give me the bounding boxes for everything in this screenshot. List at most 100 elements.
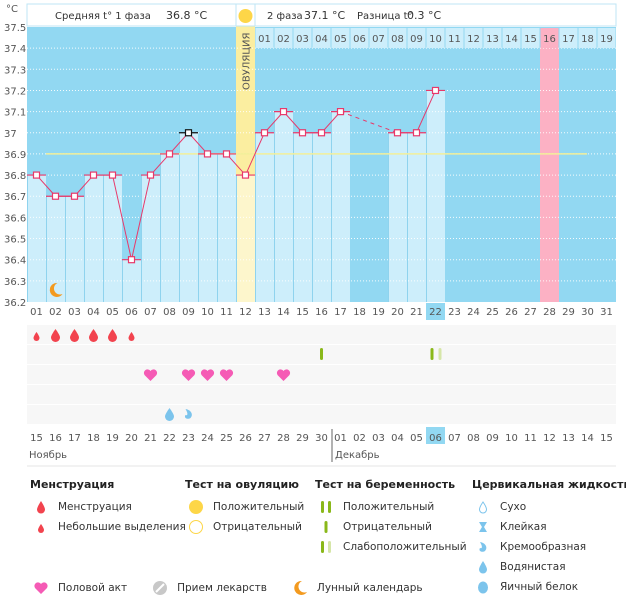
legend-label: Отрицательный: [213, 521, 302, 533]
legend-item: Отрицательный: [315, 517, 467, 537]
temp-line: [416, 90, 436, 133]
diff-label: Разница t°: [357, 11, 413, 22]
phase2-day-cell: [578, 28, 597, 48]
cycle-day-label: 19: [372, 307, 385, 318]
cycle-day-label: 21: [410, 307, 423, 318]
temp-point: [108, 171, 117, 179]
date-label: 10: [505, 433, 518, 444]
cycle-day-label: 25: [486, 307, 499, 318]
temp-point: [317, 129, 326, 137]
legend-item: Положительный: [185, 497, 304, 517]
legend-menstruation: Менструация Менструация Небольшие выделе…: [30, 478, 186, 537]
phase2-day-label: 16: [543, 34, 556, 45]
moon-icon: [289, 580, 311, 596]
phase2-label: 2 фаза: [267, 11, 303, 22]
cycle-day-label: 13: [258, 307, 271, 318]
legend-label: Положительный: [343, 501, 435, 513]
cycle-day-label: 03: [68, 307, 81, 318]
legend-ovulation-test: Тест на овуляцию Положительный Отрицател…: [185, 478, 304, 537]
phase2-day-label: 08: [391, 34, 404, 45]
heart-icon: [219, 369, 234, 381]
cycle-day-label: 28: [543, 307, 556, 318]
legend-item: Положительный: [315, 497, 467, 517]
date-label: 08: [467, 433, 480, 444]
temp-point: [89, 171, 98, 179]
y-tick-label: 37.1: [4, 108, 26, 119]
legend-item: Кремообразная: [472, 537, 626, 557]
date-label: 04: [391, 433, 404, 444]
temp-point: [32, 171, 41, 179]
hourglass-icon: [472, 520, 494, 534]
phase2-day-label: 10: [429, 34, 442, 45]
symbol-row: [27, 385, 616, 404]
date-label: 15: [30, 433, 43, 444]
phase2-day-cell: [331, 28, 350, 48]
y-tick-label: 36.5: [4, 235, 26, 246]
phase1-value: 36.8 °C: [166, 9, 207, 22]
cycle-day-label: 27: [524, 307, 537, 318]
temp-point: [298, 129, 307, 137]
date-label: 30: [315, 433, 328, 444]
phase2-day-cell: [597, 28, 616, 48]
date-label: 15: [600, 433, 613, 444]
cycle-day-label: 06: [125, 307, 138, 318]
drop-heavy-icon: [30, 500, 52, 514]
legend-label: Сухо: [500, 501, 527, 513]
cycle-day-label: 31: [600, 307, 613, 318]
month-label-november: Ноябрь: [29, 450, 67, 461]
menstruation-drop-icon: [70, 329, 79, 342]
date-label: 03: [372, 433, 385, 444]
temp-bar: [274, 111, 293, 302]
cycle-day-label: 22: [429, 307, 442, 318]
phase2-day-label: 01: [258, 34, 271, 45]
legend-item: Прием лекарств: [149, 578, 267, 598]
temp-point: [146, 171, 155, 179]
legend-item: Небольшие выделения: [30, 517, 186, 537]
temp-point: [431, 86, 440, 95]
temp-gap-line: [340, 111, 398, 134]
legend-label: Небольшие выделения: [58, 521, 186, 533]
menstruation-drop-icon: [89, 329, 98, 342]
legend-label: Менструация: [58, 501, 132, 513]
phase2-day-cell: [369, 28, 388, 48]
phase2-day-label: 15: [524, 34, 537, 45]
phase2-day-label: 03: [296, 34, 309, 45]
ovulation-label: ОВУЛЯЦИЯ: [242, 33, 253, 91]
drop-outline-icon: [472, 500, 494, 514]
date-label: 20: [125, 433, 138, 444]
legend-other: Половой акт Прием лекарств Лунный календ…: [30, 578, 445, 598]
cycle-day-label: 30: [581, 307, 594, 318]
phase2-day-label: 02: [277, 34, 290, 45]
phase2-day-label: 04: [315, 34, 328, 45]
sun-filled-icon: [185, 499, 207, 515]
temp-bar: [65, 196, 84, 302]
watery-drop-icon: [165, 408, 174, 421]
cycle-day-label: 09: [182, 307, 195, 318]
date-label: 26: [239, 433, 252, 444]
y-tick-label: 36.8: [4, 171, 26, 182]
date-label: 22: [163, 433, 176, 444]
temp-point: [393, 129, 402, 137]
legend-label: Положительный: [213, 501, 305, 513]
date-label: 06: [429, 433, 442, 444]
spotting-drop-icon: [33, 332, 40, 341]
phase2-day-cell: [388, 28, 407, 48]
y-axis-unit: °C: [6, 4, 18, 15]
legend-item: Половой акт: [30, 578, 127, 598]
phase2-day-cell: [464, 28, 483, 48]
date-label: 23: [182, 433, 195, 444]
heart-icon: [30, 581, 52, 595]
temp-line: [245, 132, 265, 176]
heart-icon: [276, 369, 291, 381]
phase2-day-cell: [559, 28, 578, 48]
temp-point: [241, 171, 250, 179]
symbol-row: [27, 405, 616, 424]
temp-point: [279, 108, 288, 116]
y-tick-label: 37.3: [4, 65, 26, 76]
temp-point: [184, 129, 193, 137]
phase2-day-cell: [540, 28, 559, 48]
y-tick-label: 37.4: [4, 44, 26, 55]
temp-bar: [103, 175, 122, 302]
legend-label: Лунный календарь: [316, 582, 423, 594]
diff-value: 0.3 °C: [407, 9, 441, 22]
